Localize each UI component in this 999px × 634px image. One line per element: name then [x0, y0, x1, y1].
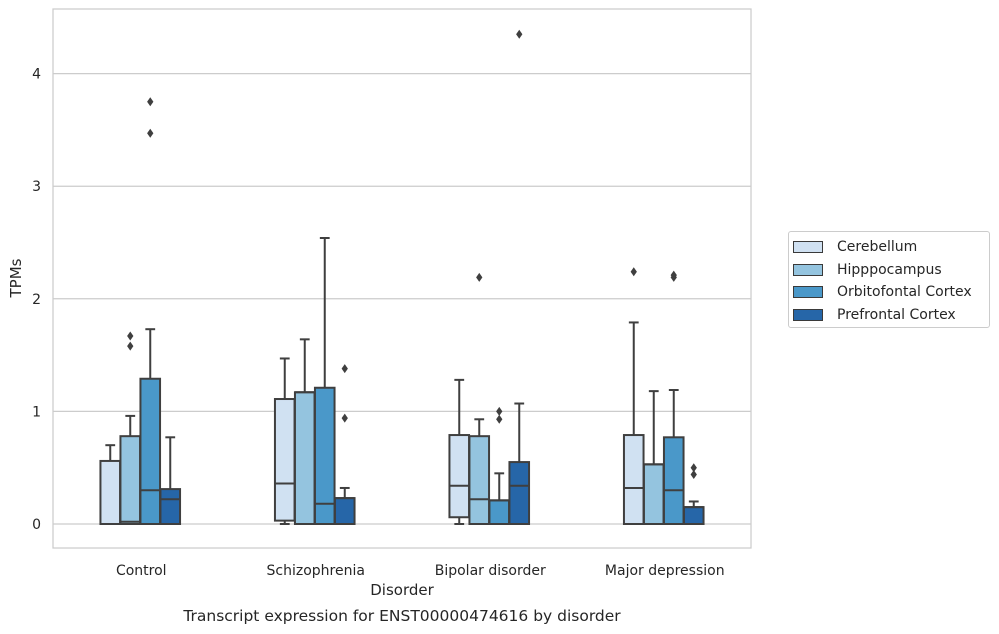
- box-orbitofontal-cortex-major-depression: [662, 270, 685, 526]
- iqr-box: [642, 463, 665, 525]
- legend-swatch-cerebellum: [793, 241, 823, 254]
- outlier-point: [147, 97, 154, 107]
- box-hipppocampus-control: [119, 331, 142, 525]
- legend-item-orbitofrontal-cortex: Orbitofontal Cortex: [793, 281, 989, 304]
- iqr-box: [313, 386, 336, 525]
- iqr-box: [99, 459, 122, 525]
- outlier-point: [147, 128, 154, 138]
- iqr-box: [273, 398, 296, 522]
- chart-title: Transcript expression for ENST0000047461…: [183, 607, 621, 625]
- box-orbitofontal-cortex-bipolar-disorder: [488, 406, 511, 526]
- y-tick-label-0: 0: [32, 517, 41, 533]
- iqr-box: [139, 377, 162, 525]
- outlier-point: [630, 267, 637, 277]
- y-tick-label-3: 3: [32, 179, 41, 195]
- legend-item-prefrontal-cortex: Prefrontal Cortex: [793, 304, 989, 327]
- box-prefrontal-cortex-control: [159, 436, 182, 525]
- outlier-point: [690, 469, 697, 479]
- outlier-point: [690, 463, 697, 473]
- y-tick-label-1: 1: [32, 404, 41, 420]
- box-prefrontal-cortex-bipolar-disorder: [508, 29, 531, 526]
- iqr-box: [488, 499, 511, 526]
- box-orbitofontal-cortex-schizophrenia: [313, 236, 336, 525]
- legend: Cerebellum Hipppocampus Orbitofontal Cor…: [788, 231, 990, 328]
- iqr-box: [622, 434, 645, 525]
- box-cerebellum-control: [99, 444, 122, 525]
- x-tick-label-major-depression: Major depression: [605, 563, 725, 579]
- x-tick-label-control: Control: [116, 563, 167, 579]
- x-tick-label-bipolar-disorder: Bipolar disorder: [435, 563, 546, 579]
- legend-swatch-orbitofrontal-cortex: [793, 286, 823, 299]
- outlier-point: [496, 414, 503, 424]
- x-axis-label: Disorder: [370, 581, 434, 599]
- y-axis-label: TPMs: [7, 258, 25, 298]
- y-tick-labels: 0 1 2 3 4: [32, 67, 41, 533]
- outlier-point: [476, 272, 483, 282]
- legend-label-prefrontal-cortex: Prefrontal Cortex: [837, 306, 956, 323]
- y-tick-label-4: 4: [32, 67, 41, 83]
- x-tick-label-schizophrenia: Schizophrenia: [267, 563, 365, 579]
- box-plots: [99, 29, 705, 526]
- legend-label-hippocampus: Hipppocampus: [837, 261, 942, 278]
- box-cerebellum-bipolar-disorder: [448, 378, 471, 525]
- outlier-point: [496, 406, 503, 416]
- iqr-box: [682, 506, 705, 525]
- iqr-box: [333, 497, 356, 525]
- outlier-point: [127, 331, 134, 341]
- outlier-point: [516, 29, 523, 39]
- iqr-box: [468, 435, 491, 525]
- y-tick-label-2: 2: [32, 292, 41, 308]
- iqr-box: [448, 434, 471, 519]
- legend-label-cerebellum: Cerebellum: [837, 239, 918, 256]
- box-prefrontal-cortex-major-depression: [682, 463, 705, 525]
- box-hipppocampus-major-depression: [642, 390, 665, 525]
- iqr-box: [293, 391, 316, 525]
- box-orbitofontal-cortex-control: [139, 97, 162, 525]
- iqr-box: [662, 436, 685, 526]
- box-hipppocampus-bipolar-disorder: [468, 272, 491, 525]
- box-prefrontal-cortex-schizophrenia: [333, 364, 356, 525]
- box-hipppocampus-schizophrenia: [293, 338, 316, 525]
- plot-frame: [52, 8, 752, 549]
- iqr-box: [159, 488, 182, 525]
- legend-item-hippocampus: Hipppocampus: [793, 259, 989, 282]
- iqr-box: [508, 461, 531, 526]
- outlier-point: [127, 341, 134, 351]
- x-tick-labels: Control Schizophrenia Bipolar disorder Majo…: [116, 563, 725, 579]
- legend-label-orbitofrontal-cortex: Orbitofontal Cortex: [837, 284, 972, 301]
- box-cerebellum-schizophrenia: [273, 357, 296, 525]
- box-cerebellum-major-depression: [622, 267, 645, 525]
- iqr-box: [119, 435, 142, 525]
- legend-swatch-prefrontal-cortex: [793, 308, 823, 321]
- legend-swatch-hippocampus: [793, 263, 823, 276]
- outlier-point: [341, 364, 348, 374]
- outlier-point: [341, 413, 348, 423]
- outlier-point: [670, 270, 677, 280]
- legend-item-cerebellum: Cerebellum: [793, 236, 989, 259]
